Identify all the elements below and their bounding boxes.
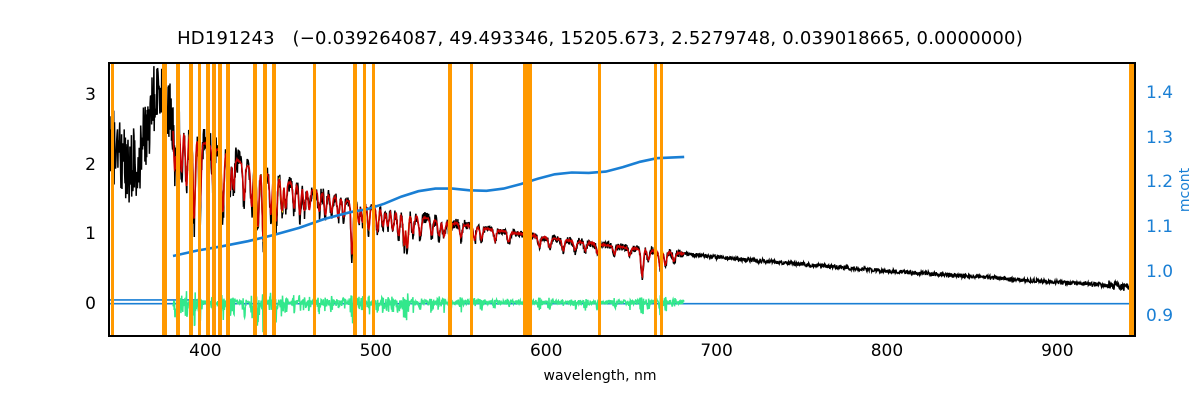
y-tick-label-right: 1.0 xyxy=(1146,261,1174,282)
masked-band xyxy=(218,64,222,335)
masked-band xyxy=(363,64,366,335)
x-tick-label: 900 xyxy=(1041,341,1074,361)
y-tick-label-right: 0.9 xyxy=(1146,306,1174,327)
masked-band xyxy=(352,64,358,335)
masked-band xyxy=(212,64,216,335)
x-tick-label: 500 xyxy=(359,341,393,361)
plot-area xyxy=(110,64,1134,335)
masked-band xyxy=(225,64,231,335)
masked-band xyxy=(312,64,317,335)
masked-band xyxy=(659,64,663,335)
masked-band xyxy=(271,64,277,335)
masked-band xyxy=(197,64,202,335)
masked-band xyxy=(371,64,375,335)
masked-band xyxy=(1128,64,1134,335)
masked-band xyxy=(262,64,267,335)
model-fit-trace xyxy=(172,130,685,279)
masked-band xyxy=(111,64,115,335)
plot-frame xyxy=(108,62,1136,337)
y-tick-label-left: 2 xyxy=(85,154,96,175)
y-tick-label-right: 1.2 xyxy=(1146,172,1174,193)
y-tick-label-right: 1.1 xyxy=(1146,216,1174,237)
masked-band xyxy=(189,64,194,335)
page-title: HD191243 (−0.039264087, 49.493346, 15205… xyxy=(177,28,1023,49)
masked-band xyxy=(162,64,168,335)
masked-band xyxy=(253,64,258,335)
highlight-trace xyxy=(185,133,665,271)
y-tick-label-left: 1 xyxy=(85,224,96,245)
masked-band xyxy=(448,64,453,335)
y-tick-label-left: 0 xyxy=(85,293,96,314)
y-tick-label-right: 1.3 xyxy=(1146,127,1174,148)
masked-band xyxy=(469,64,473,335)
masked-band xyxy=(598,64,602,335)
y-tick-label-right: 1.4 xyxy=(1146,83,1174,104)
masked-band xyxy=(176,64,180,335)
x-axis-label: wavelength, nm xyxy=(543,368,657,384)
residual-trace xyxy=(172,291,685,333)
masked-band xyxy=(205,64,210,335)
x-tick-label: 400 xyxy=(189,341,222,361)
y-tick-label-left: 3 xyxy=(85,85,96,106)
x-tick-label: 700 xyxy=(700,341,733,361)
masked-band xyxy=(523,64,532,335)
x-tick-label: 600 xyxy=(529,341,563,361)
x-tick-label: 800 xyxy=(870,341,904,361)
masked-band xyxy=(653,64,657,335)
